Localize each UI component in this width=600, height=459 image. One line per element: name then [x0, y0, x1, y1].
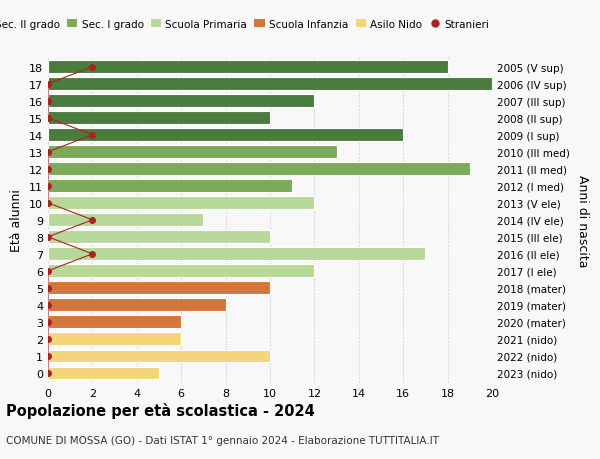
Bar	[48, 350, 270, 363]
Bar	[48, 333, 181, 346]
Bar	[48, 95, 314, 108]
Bar	[48, 197, 314, 210]
Bar	[48, 214, 203, 227]
Bar	[48, 180, 292, 193]
Y-axis label: Anni di nascita: Anni di nascita	[576, 174, 589, 267]
Bar	[48, 316, 181, 329]
Bar	[48, 163, 470, 176]
Bar	[48, 112, 270, 125]
Bar	[48, 61, 448, 74]
Bar	[48, 146, 337, 159]
Bar	[48, 367, 159, 380]
Text: COMUNE DI MOSSA (GO) - Dati ISTAT 1° gennaio 2024 - Elaborazione TUTTITALIA.IT: COMUNE DI MOSSA (GO) - Dati ISTAT 1° gen…	[6, 435, 439, 445]
Bar	[48, 231, 270, 244]
Text: Popolazione per età scolastica - 2024: Popolazione per età scolastica - 2024	[6, 402, 315, 418]
Bar	[48, 282, 270, 295]
Bar	[48, 78, 492, 91]
Bar	[48, 299, 226, 312]
Bar	[48, 129, 403, 142]
Bar	[48, 265, 314, 278]
Legend: Sec. II grado, Sec. I grado, Scuola Primaria, Scuola Infanzia, Asilo Nido, Stran: Sec. II grado, Sec. I grado, Scuola Prim…	[0, 15, 493, 34]
Y-axis label: Età alunni: Età alunni	[10, 189, 23, 252]
Bar	[48, 248, 425, 261]
